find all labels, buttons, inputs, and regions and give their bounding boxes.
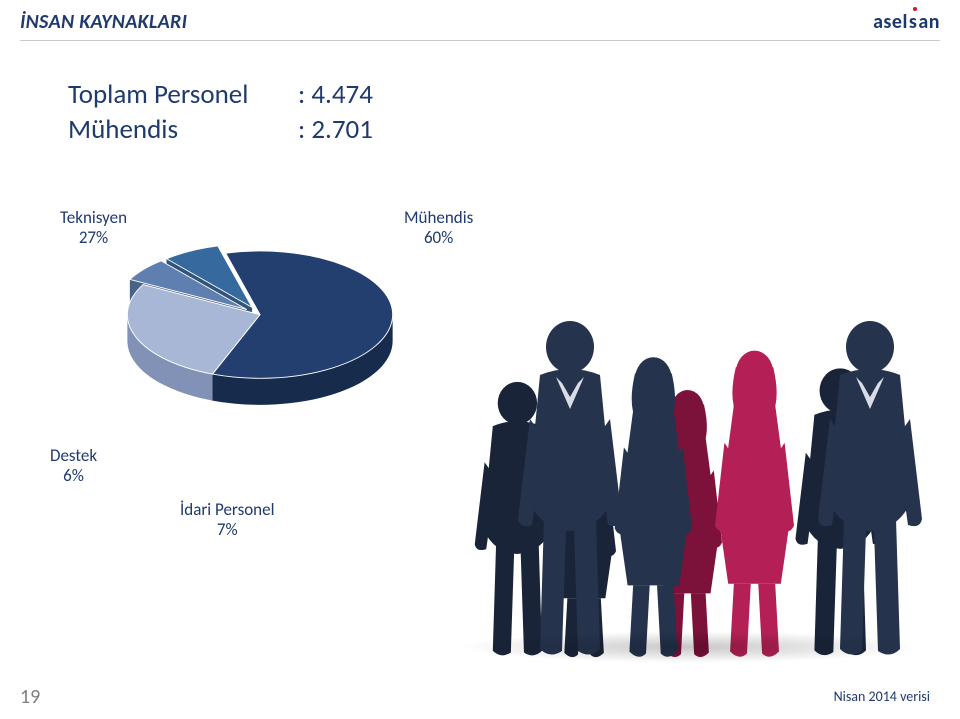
header: İNSAN KAYNAKLARI asel s an: [20, 10, 940, 44]
brand-logo: asel s an: [873, 10, 940, 34]
page-title: İNSAN KAYNAKLARI: [20, 10, 940, 34]
people-graphic: [440, 259, 940, 659]
pie-label-idari: İdari Personel7%: [180, 500, 274, 541]
pie-label-muhendis: Mühendis60%: [404, 208, 473, 249]
pie-chart: [80, 196, 460, 546]
stat-label: Mühendis: [68, 113, 298, 146]
stat-row: Mühendis : 2.701: [68, 113, 373, 146]
stat-label: Toplam Personel: [68, 78, 298, 111]
floor-shadow: [430, 629, 950, 665]
logo-part-c: an: [918, 10, 940, 34]
stat-row: Toplam Personel : 4.474: [68, 78, 373, 111]
header-divider: [20, 40, 940, 41]
stat-value: : 2.701: [298, 113, 373, 146]
pie-label-destek: Destek6%: [50, 446, 97, 487]
logo-part-a: asel: [873, 10, 908, 34]
pie-chart-svg: [80, 196, 440, 456]
pie-label-teknisyen: Teknisyen27%: [60, 208, 127, 249]
slide-root: İNSAN KAYNAKLARI asel s an Toplam Person…: [0, 0, 960, 719]
stats-block: Toplam Personel : 4.474 Mühendis : 2.701: [68, 78, 373, 148]
page-number: 19: [20, 685, 40, 709]
logo-part-b: s: [909, 10, 917, 34]
stat-value: : 4.474: [298, 78, 373, 111]
footer-note: Nisan 2014 verisi: [834, 688, 930, 705]
people-svg: [440, 259, 940, 659]
